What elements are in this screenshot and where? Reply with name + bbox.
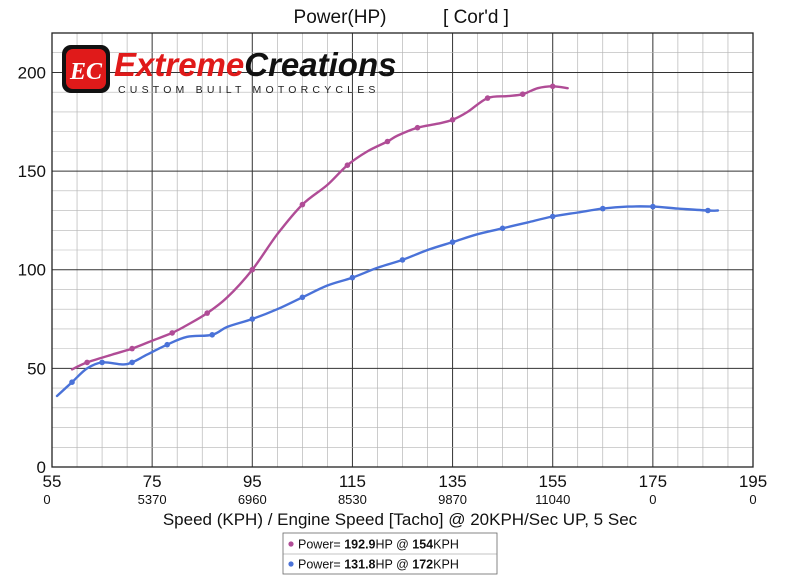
legend-2-unit: HP @: [376, 558, 413, 572]
x-tick-label: 195: [739, 472, 767, 491]
data-point: [399, 257, 406, 263]
legend-item-2: Power= 131.8HP @ 172KPH: [298, 558, 459, 572]
data-point: [299, 294, 306, 301]
data-point: [414, 124, 421, 131]
chart-subtitle: [ Cor'd ]: [443, 7, 509, 28]
data-point: [164, 341, 170, 348]
data-point: [349, 274, 356, 281]
data-point: [249, 316, 256, 322]
legend-1-unit: HP @: [376, 538, 413, 552]
logo-tagline: CUSTOM BUILT MOTORCYCLES: [118, 84, 380, 96]
logo-badge-inner: [66, 49, 106, 89]
logo-word-creations: Creations: [244, 46, 396, 83]
legend: Power= 192.9HP @ 154KPH Power= 131.8HP @…: [282, 532, 498, 575]
series-layer: [55, 83, 720, 398]
data-point: [484, 95, 491, 101]
legend-1-prefix: Power=: [298, 538, 344, 552]
data-point: [84, 359, 90, 366]
y-tick-label: 50: [27, 359, 46, 378]
x-tick-label-tacho: 0: [749, 492, 756, 507]
y-tick-labels: 0 50 100 150 200: [18, 63, 46, 477]
data-point: [344, 162, 351, 168]
x-tick-label-tacho: 6960: [238, 492, 267, 507]
x-tick-labels: 5507553709569601158530135987015511040175…: [43, 472, 768, 507]
x-tick-label: 95: [243, 472, 262, 491]
logo-word-extreme: Extreme: [114, 46, 244, 83]
x-tick-label-tacho: 5370: [138, 492, 167, 507]
data-point: [519, 91, 526, 97]
legend-box: [282, 532, 498, 575]
x-tick-label: 135: [438, 472, 466, 491]
data-point: [650, 203, 656, 210]
legend-1-speed-unit: KPH: [433, 538, 459, 552]
x-axis-label: Speed (KPH) / Engine Speed [Tacho] @ 20K…: [163, 510, 638, 529]
y-tick-label: 150: [18, 162, 46, 181]
logo-wordmark: ExtremeCreations: [114, 46, 396, 83]
data-point: [249, 266, 256, 273]
data-point: [600, 205, 606, 212]
data-point: [69, 379, 75, 386]
x-tick-label: 55: [43, 472, 62, 491]
y-tick-label: 200: [18, 63, 46, 82]
series-line-1: [70, 85, 569, 371]
legend-2-value: 131.8: [344, 558, 375, 572]
x-tick-label-tacho: 8530: [338, 492, 367, 507]
legend-marker-series-1: [288, 541, 294, 547]
chart-title: Power(HP): [294, 7, 387, 28]
data-point: [169, 330, 175, 336]
data-point: [204, 310, 210, 316]
y-tick-label: 100: [18, 261, 46, 280]
legend-1-value: 192.9: [344, 538, 375, 552]
data-point: [705, 207, 711, 214]
x-tick-label-tacho: 0: [649, 492, 656, 507]
y-tick-label: 0: [37, 458, 46, 477]
legend-marker-series-2: [288, 561, 294, 567]
legend-2-speed-unit: KPH: [433, 558, 459, 572]
x-tick-label: 75: [143, 472, 162, 491]
legend-2-speed: 172: [412, 558, 433, 572]
x-tick-label-tacho: 11040: [535, 492, 570, 507]
brand-logo: EC ExtremeCreations CUSTOM BUILT MOTORCY…: [62, 45, 396, 96]
legend-2-prefix: Power=: [298, 558, 344, 572]
data-point: [99, 359, 105, 366]
x-tick-label-tacho: 9870: [438, 492, 467, 507]
data-point: [209, 332, 215, 338]
series-line-2: [55, 205, 720, 398]
grid: [51, 32, 754, 468]
data-point: [449, 117, 456, 123]
x-tick-label: 155: [539, 472, 567, 491]
x-tick-label: 175: [639, 472, 667, 491]
data-point: [549, 83, 556, 90]
data-point: [449, 239, 456, 245]
logo-badge-letters: EC: [69, 59, 103, 85]
data-point: [129, 345, 135, 352]
data-point: [299, 201, 306, 208]
legend-1-speed: 154: [412, 538, 433, 552]
data-point: [384, 138, 391, 145]
plot-frame: [51, 32, 754, 468]
x-tick-label-tacho: 0: [43, 492, 50, 507]
x-tick-label: 115: [339, 472, 366, 491]
data-point: [499, 225, 506, 232]
legend-item-1: Power= 192.9HP @ 154KPH: [298, 538, 459, 552]
data-point: [129, 359, 135, 366]
data-point: [549, 213, 556, 220]
